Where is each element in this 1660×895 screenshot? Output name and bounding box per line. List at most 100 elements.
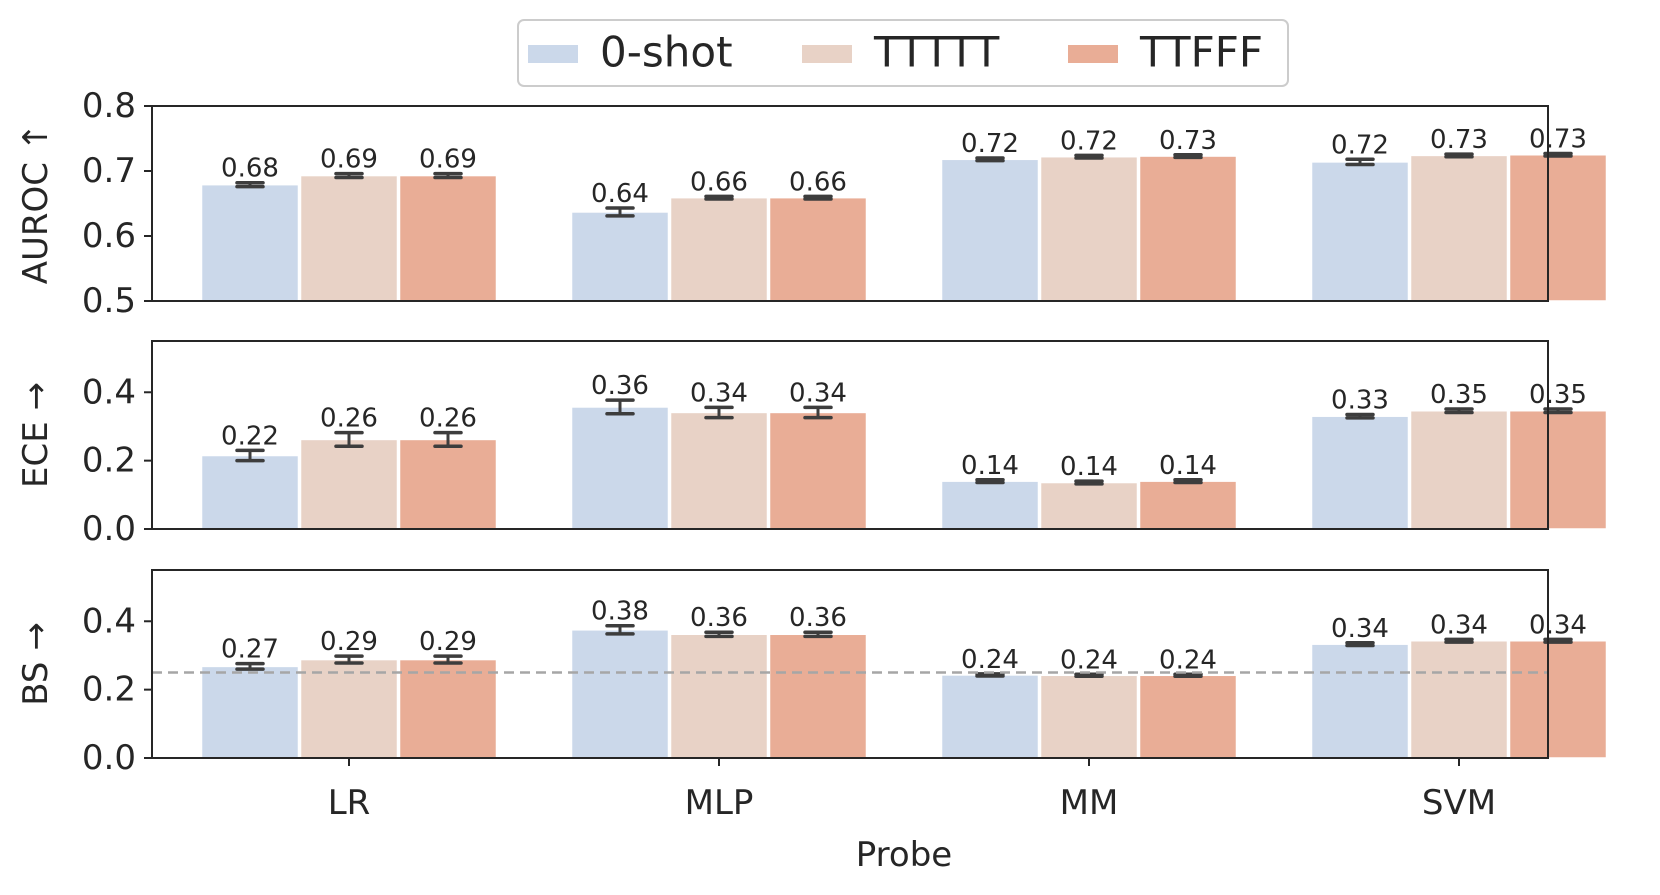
data-label: 0.34 (789, 378, 847, 408)
bar (1310, 161, 1410, 302)
data-label: 0.66 (789, 167, 847, 197)
bar (1508, 154, 1608, 302)
data-label: 0.38 (591, 597, 649, 627)
data-label: 0.29 (419, 627, 477, 657)
bar (940, 158, 1040, 302)
x-tick-label: MM (1060, 783, 1119, 823)
y-tick-label: 0.7 (82, 151, 136, 191)
y-tick-label: 0.0 (82, 738, 136, 778)
bar (1039, 674, 1139, 759)
bar (1409, 640, 1509, 759)
bar (1138, 155, 1238, 302)
legend-label: TTTTT (873, 28, 1000, 77)
data-label: 0.35 (1430, 380, 1488, 410)
data-label: 0.73 (1430, 125, 1488, 155)
data-label: 0.72 (1331, 130, 1389, 160)
data-label: 0.14 (1060, 452, 1118, 482)
legend-label: TTFFF (1139, 28, 1263, 77)
y-axis-title: BS → (16, 622, 56, 706)
data-label: 0.27 (221, 635, 279, 665)
data-label: 0.14 (961, 451, 1019, 481)
legend-swatch (802, 45, 852, 63)
bar (1039, 155, 1139, 302)
panel-frame (151, 105, 1549, 302)
bar (570, 211, 670, 302)
bar (299, 658, 399, 759)
bar (1310, 643, 1410, 759)
legend-swatch (528, 45, 578, 63)
y-axis-title: AUROC ↑ (16, 123, 56, 285)
bar (200, 183, 300, 302)
data-label: 0.69 (419, 145, 477, 175)
bar (669, 411, 769, 530)
bar (200, 454, 300, 530)
bar (398, 658, 498, 759)
y-tick-label: 0.0 (82, 509, 136, 549)
x-tick-label: MLP (685, 783, 754, 823)
bar (200, 665, 300, 759)
x-axis-title: Probe (856, 835, 952, 875)
data-label: 0.33 (1331, 385, 1389, 415)
data-label: 0.68 (221, 154, 279, 184)
legend-label: 0-shot (600, 28, 733, 77)
bar (398, 174, 498, 302)
data-label: 0.24 (961, 645, 1019, 675)
data-label: 0.29 (320, 627, 378, 657)
data-label: 0.73 (1159, 126, 1217, 156)
bar (1409, 154, 1509, 302)
bar (768, 411, 868, 530)
data-label: 0.14 (1159, 451, 1217, 481)
data-label: 0.72 (1060, 126, 1118, 156)
data-label: 0.24 (1060, 645, 1118, 675)
data-label: 0.34 (1331, 614, 1389, 644)
y-tick-label: 0.5 (82, 281, 136, 321)
data-label: 0.64 (591, 179, 649, 209)
y-tick-label: 0.2 (82, 441, 136, 481)
bar (1409, 409, 1509, 530)
data-label: 0.22 (221, 421, 279, 451)
data-label: 0.73 (1529, 124, 1587, 154)
data-label: 0.66 (690, 167, 748, 197)
bar (1310, 415, 1410, 530)
bar (940, 480, 1040, 530)
data-label: 0.36 (690, 603, 748, 633)
data-label: 0.34 (1529, 610, 1587, 640)
y-tick-label: 0.8 (82, 86, 136, 126)
legend-frame (517, 19, 1289, 87)
bar (1508, 409, 1608, 530)
bar (570, 406, 670, 530)
data-label: 0.35 (1529, 380, 1587, 410)
bar (1508, 640, 1608, 759)
data-label: 0.69 (320, 145, 378, 175)
panel-frame (151, 569, 1549, 759)
bar (1138, 480, 1238, 530)
bar (768, 633, 868, 759)
panel-auroc: 0.5 0.6 0.7 0.8 AUROC ↑ 0.68 0.64 0.72 0.72 0.69 0… (16, 86, 1608, 321)
data-label: 0.36 (591, 371, 649, 401)
bar (299, 174, 399, 302)
data-label: 0.26 (320, 404, 378, 434)
panel-frame (151, 340, 1549, 530)
panel-ece: 0.0 0.2 0.4 ECE → 0.22 0.36 0.14 0.33 0.26 0.34 0.… (16, 340, 1608, 549)
data-label: 0.26 (419, 404, 477, 434)
y-tick-label: 0.6 (82, 216, 136, 256)
y-tick-label: 0.4 (82, 601, 136, 641)
x-tick-label: SVM (1422, 783, 1496, 823)
bar (669, 633, 769, 759)
x-tick-label: LR (328, 783, 371, 823)
bar (398, 438, 498, 530)
y-axis-title: ECE → (16, 382, 56, 488)
bar (768, 196, 868, 302)
y-tick-label: 0.2 (82, 670, 136, 710)
legend: 0-shot TTTTT TTFFF (517, 19, 1289, 87)
data-label: 0.24 (1159, 645, 1217, 675)
panels: 0.5 0.6 0.7 0.8 AUROC ↑ 0.68 0.64 0.72 0.72 0.69 0… (16, 86, 1608, 778)
data-label: 0.34 (690, 378, 748, 408)
bar (1039, 481, 1139, 530)
bar (570, 629, 670, 759)
data-label: 0.72 (961, 129, 1019, 159)
legend-swatch (1068, 45, 1118, 63)
data-label: 0.36 (789, 603, 847, 633)
bar (299, 438, 399, 530)
